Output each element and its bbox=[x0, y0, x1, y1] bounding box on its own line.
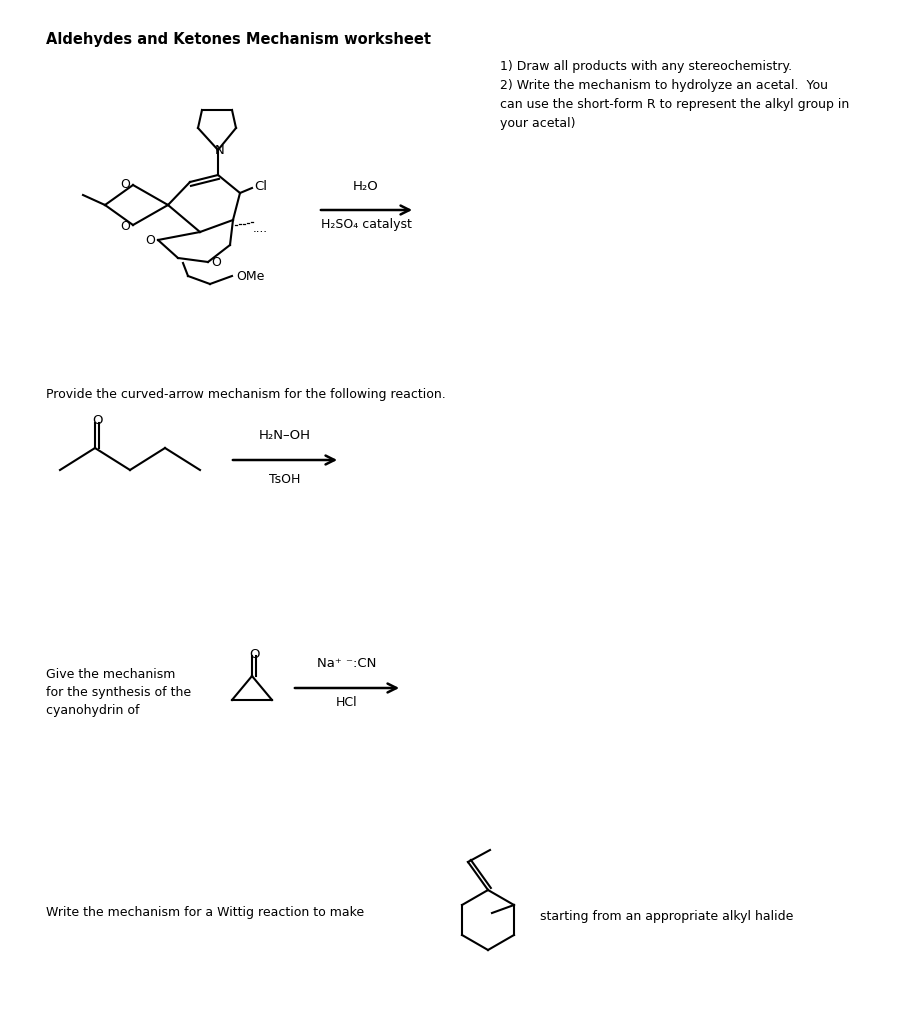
Text: OMe: OMe bbox=[236, 269, 264, 283]
Text: Provide the curved-arrow mechanism for the following reaction.: Provide the curved-arrow mechanism for t… bbox=[46, 388, 446, 401]
Text: O: O bbox=[92, 414, 102, 427]
Text: O: O bbox=[146, 233, 155, 247]
Text: Give the mechanism: Give the mechanism bbox=[46, 668, 175, 681]
Text: H₂N–OH: H₂N–OH bbox=[259, 429, 311, 442]
Text: HCl: HCl bbox=[336, 696, 358, 709]
Text: ....: .... bbox=[253, 221, 268, 234]
Text: O: O bbox=[249, 647, 259, 660]
Text: O: O bbox=[120, 219, 130, 232]
Text: Aldehydes and Ketones Mechanism worksheet: Aldehydes and Ketones Mechanism workshee… bbox=[46, 32, 431, 47]
Text: O: O bbox=[120, 177, 130, 190]
Text: starting from an appropriate alkyl halide: starting from an appropriate alkyl halid… bbox=[540, 910, 793, 923]
Text: Cl: Cl bbox=[254, 180, 267, 194]
Text: N: N bbox=[216, 143, 225, 157]
Text: Na⁺ ⁻:CN: Na⁺ ⁻:CN bbox=[318, 657, 377, 670]
Text: H₂O: H₂O bbox=[353, 180, 379, 193]
Text: Write the mechanism for a Wittig reaction to make: Write the mechanism for a Wittig reactio… bbox=[46, 906, 364, 919]
Text: 1) Draw all products with any stereochemistry.
2) Write the mechanism to hydroly: 1) Draw all products with any stereochem… bbox=[500, 60, 849, 130]
Text: cyanohydrin of: cyanohydrin of bbox=[46, 705, 139, 717]
Text: TsOH: TsOH bbox=[269, 473, 300, 486]
Text: for the synthesis of the: for the synthesis of the bbox=[46, 686, 192, 699]
Text: O: O bbox=[211, 256, 221, 268]
Text: H₂SO₄ catalyst: H₂SO₄ catalyst bbox=[321, 218, 412, 231]
